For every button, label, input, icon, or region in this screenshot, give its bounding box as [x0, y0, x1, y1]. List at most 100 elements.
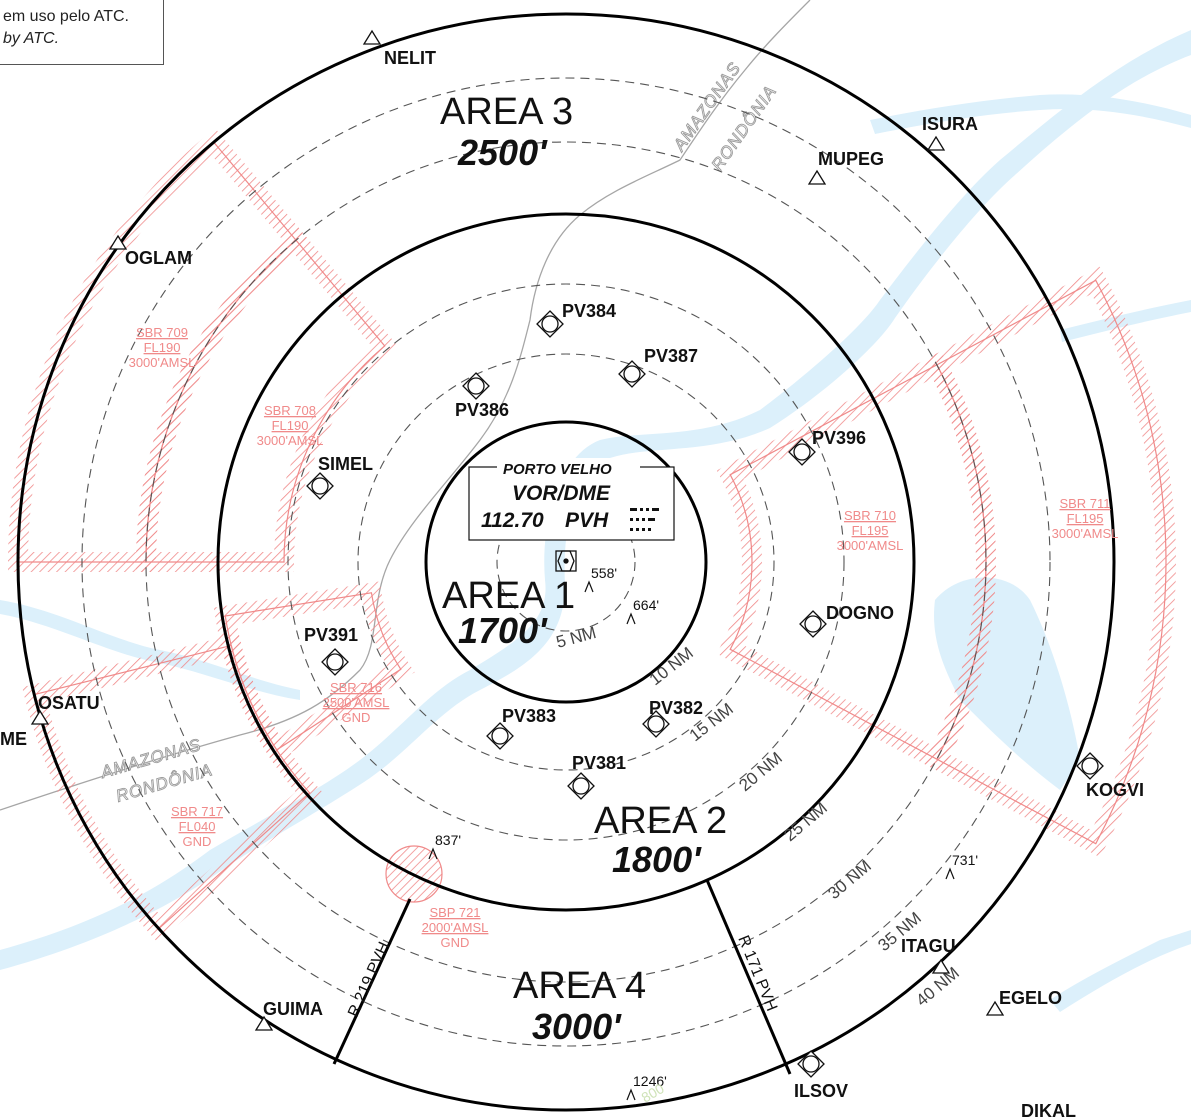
vor-box-frame: [468, 466, 675, 541]
radial-219-line: [332, 898, 412, 1065]
note-box: em uso pelo ATC. by ATC.: [0, 0, 164, 65]
fix-circle-icon: [1081, 757, 1099, 775]
waypoint-guima: GUIMA: [254, 999, 323, 1031]
obstacle-icon: [584, 580, 594, 593]
area-2-altitude: 1800': [612, 839, 702, 880]
obstacle-558: 558': [584, 565, 617, 593]
waypoint-itagu: ITAGU: [901, 936, 956, 974]
dashed-ring-4: [145, 141, 987, 983]
boundary-ring-3: [16, 12, 1116, 1112]
fix-circle-icon: [793, 443, 811, 461]
fix-circle-icon: [804, 615, 822, 633]
restricted-label-line: SBR 708: [264, 403, 316, 418]
obstacle-664: 664': [626, 597, 659, 625]
range-label-5: 5 NM: [554, 623, 598, 652]
obstacle-icon: [945, 867, 955, 880]
radial-171-label: R 171 PVH: [734, 933, 780, 1014]
fix-circle-icon: [467, 377, 485, 395]
restricted-label-line: SBR 717: [171, 804, 223, 819]
triangle-icon: [108, 234, 128, 250]
note-portuguese: em uso pelo ATC.: [3, 8, 129, 25]
range-rings-layer: [16, 12, 1116, 1112]
waypoint-label: PV387: [644, 346, 698, 366]
waypoint-ilsov: ILSOV: [794, 1050, 848, 1101]
area-1-altitude: 1700': [458, 610, 548, 651]
restricted-label-line: FL195: [852, 523, 889, 538]
boundary-ring-2: [216, 212, 916, 912]
radial-171-line: [705, 879, 792, 1075]
waypoint-pv396: PV396: [788, 428, 866, 466]
waypoint-label: PV396: [812, 428, 866, 448]
restricted-label-line: 2000'AMSL: [422, 920, 489, 935]
obstacle-height: 558': [591, 565, 617, 581]
vor-name: PORTO VELHO: [503, 461, 612, 478]
restricted-label-line: GND: [342, 710, 371, 725]
vor-dme-symbol-icon: [555, 550, 577, 572]
river-southeast: [1050, 930, 1191, 1012]
waypoint-label: ILSOV: [794, 1081, 848, 1101]
waypoint-pv387: PV387: [618, 346, 698, 388]
fix-circle-icon: [491, 727, 509, 745]
restricted-label-line: 3000'AMSL: [129, 355, 196, 370]
restricted-label-line: SBR 709: [136, 325, 188, 340]
waypoint-label: ITAGU: [901, 936, 956, 956]
restricted-label-line: SBR 710: [844, 508, 896, 523]
fix-circle-icon: [326, 653, 344, 671]
waypoint-label: ISURA: [922, 114, 978, 134]
radial-219-label: R 219 PVH: [345, 940, 393, 1020]
fix-circle-icon: [311, 477, 329, 495]
range-label-25: 25 NM: [780, 798, 831, 845]
obstacle-731: 731': [945, 852, 978, 880]
dashed-ring-1: [496, 492, 636, 632]
waypoint-label: NELIT: [384, 48, 436, 68]
waypoint-pv384: PV384: [536, 301, 616, 338]
triangle-icon: [30, 709, 50, 725]
vor-dme-box: PORTO VELHO VOR/DME 112.70 PVH: [468, 458, 675, 541]
waypoint-pv386: PV386: [455, 372, 509, 420]
restricted-label-line: SBP 721: [429, 905, 480, 920]
waypoint-kogvi: KOGVI: [1076, 752, 1144, 800]
restricted-label-line: SBR 716: [330, 680, 382, 695]
obstacle-1246: 1246': [626, 1073, 667, 1101]
obstacle-height: 837': [435, 832, 461, 848]
triangle-icon: [926, 135, 946, 151]
waypoint-label: KOGVI: [1086, 780, 1144, 800]
restricted-label-line: 3000'AMSL: [837, 538, 904, 553]
waypoint-dikal: DIKAL: [1021, 1101, 1076, 1120]
waypoint-label: SIMEL: [318, 454, 373, 474]
range-label-10: 10 NM: [646, 643, 697, 689]
vor-frequency: 112.70: [481, 509, 544, 532]
waypoint-isura: ISURA: [922, 114, 978, 151]
triangle-icon: [362, 29, 382, 45]
obstacle-height: 664': [633, 597, 659, 613]
note-english: by ATC.: [3, 30, 60, 47]
waypoint-pv382: PV382: [642, 698, 703, 738]
waypoint-label: ME: [0, 729, 27, 749]
morse-code-icon: [630, 508, 659, 531]
restricted-label-line: 3000'AMSL: [257, 433, 324, 448]
area-2-name: AREA 2: [594, 800, 727, 842]
range-label-20: 20 NM: [735, 748, 786, 795]
obstacle-icon: [626, 612, 636, 625]
area-3-name: AREA 3: [440, 91, 573, 133]
waypoint-pv391: PV391: [304, 625, 358, 676]
waypoint-simel: SIMEL: [306, 454, 373, 500]
restricted-label-line: FL190: [272, 418, 309, 433]
waypoint-label: DOGNO: [826, 603, 894, 623]
triangle-icon: [807, 169, 827, 185]
area-3-altitude: 2500': [457, 132, 548, 173]
restricted-label-line: SBR 711: [1059, 496, 1110, 511]
triangle-icon: [254, 1015, 274, 1031]
waypoint-label: OGLAM: [125, 248, 192, 268]
obstacle-icon: [428, 847, 438, 860]
sector-lines: [332, 879, 792, 1075]
area-labels: AREA 1 1700' AREA 2 1800' AREA 3 2500' A…: [440, 91, 727, 1047]
restricted-label-line: FL195: [1067, 511, 1104, 526]
waypoint-osatu: OSATU: [30, 693, 100, 725]
range-label-30: 30 NM: [824, 856, 875, 903]
fix-circle-icon: [572, 777, 590, 795]
